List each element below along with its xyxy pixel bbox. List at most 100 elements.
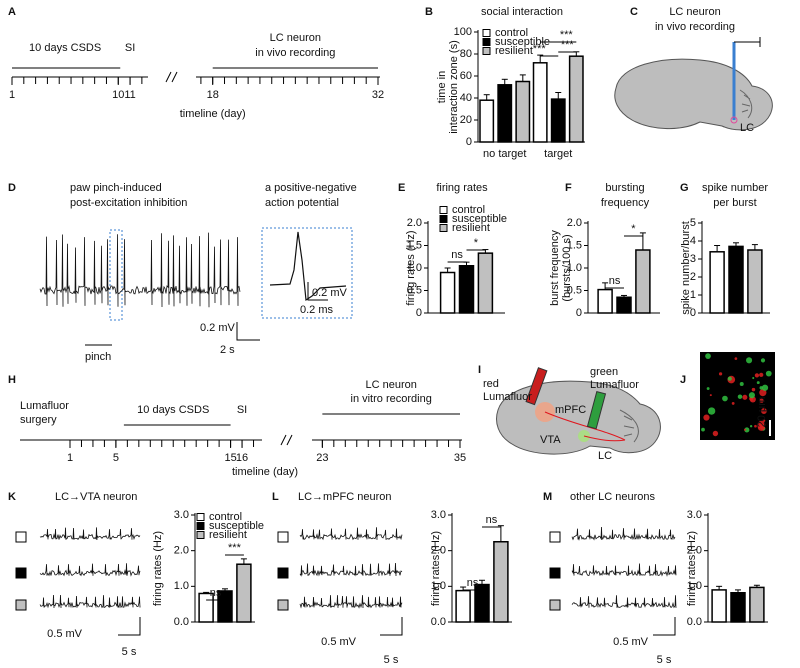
legend-swatch: [196, 531, 205, 539]
significance-label: *: [474, 237, 479, 249]
chart-title: LC→mPFC neuron: [298, 491, 392, 503]
y-tick-label: 0.5: [407, 284, 422, 296]
cell: [739, 382, 744, 387]
bar: [568, 55, 584, 143]
y-tick-label: 60: [460, 70, 472, 82]
phase-label: SI: [125, 42, 135, 54]
legend-swatch: [196, 522, 205, 530]
bar: [550, 98, 566, 143]
panel-letter: J: [680, 374, 686, 386]
y-tick-label: 1.5: [567, 239, 582, 251]
significance-label: ns: [467, 577, 479, 589]
scale-label: 0.2 mV: [200, 322, 236, 334]
panel-letter: M: [543, 491, 552, 503]
region-label: LC: [740, 122, 754, 134]
legend-label: susceptible: [452, 213, 507, 225]
legend-swatch: [482, 29, 491, 37]
cell: [737, 394, 743, 399]
bar: [455, 589, 471, 623]
cell: [765, 370, 772, 377]
cell: [722, 395, 728, 402]
y-tick-label: 3.0: [687, 509, 702, 521]
lc-spot: [730, 116, 738, 124]
cell: [757, 420, 766, 429]
y-tick-label: 0: [690, 307, 696, 319]
scale-bar: [307, 282, 328, 301]
panel-letter: B: [425, 6, 433, 18]
scale-label: 5 s: [384, 654, 399, 666]
cell: [727, 376, 732, 381]
significance-label: ns: [210, 587, 222, 599]
y-tick-label: 0.0: [431, 616, 446, 628]
y-tick-label: 20: [460, 114, 472, 126]
scale-bar: [380, 617, 403, 636]
cell: [749, 425, 753, 428]
scale-label: 0.2 ms: [300, 304, 334, 316]
y-tick-label: 3.0: [174, 509, 189, 521]
cell: [754, 373, 760, 378]
y-tick-label: 80: [460, 48, 472, 60]
cell: [751, 387, 756, 392]
trace: [39, 527, 141, 541]
trace: [299, 595, 403, 609]
group-marker: [15, 531, 27, 543]
scale-label: 0.5 mV: [321, 636, 357, 648]
y-tick-label: 3: [690, 253, 696, 265]
timeline-tick-label: 16: [236, 452, 248, 464]
timeline-tick-label: 1: [9, 89, 15, 101]
scale-label: 0.5 mV: [47, 628, 83, 640]
scale-label: 2 s: [220, 344, 235, 356]
y-tick-label: 2.0: [431, 545, 446, 557]
bar: [198, 592, 214, 623]
axis-title: timeline (day): [180, 108, 246, 120]
bar: [236, 563, 252, 623]
syringe-green: [586, 390, 607, 430]
y-axis-title: interaction zone (s): [448, 40, 460, 134]
bar: [477, 252, 494, 314]
significance-label: ***: [228, 542, 242, 554]
phase-label: LC neuron: [365, 379, 416, 391]
group-marker: [277, 599, 289, 611]
chart-title: LC→VTA neuron: [55, 491, 137, 503]
panel-title: in vivo recording: [655, 21, 735, 33]
chart-title: bursting: [605, 182, 644, 194]
cell: [701, 427, 705, 432]
y-axis-title: time in: [436, 71, 448, 103]
cell: [706, 387, 710, 391]
trace: [571, 526, 676, 541]
trace: [39, 594, 141, 609]
group-marker: [549, 599, 561, 611]
cell: [746, 357, 753, 364]
scale-label: 0.2 mV: [312, 287, 348, 299]
scale-bar: [653, 617, 676, 636]
bar: [616, 296, 632, 314]
cell: [705, 353, 711, 359]
y-tick-label: 0.0: [174, 616, 189, 628]
y-tick-label: 2.0: [407, 217, 422, 229]
y-tick-label: 2.0: [687, 545, 702, 557]
group-marker: [277, 567, 289, 579]
chart-title: frequency: [601, 197, 650, 209]
phase-label: in vivo recording: [255, 47, 335, 59]
surgery-label: surgery: [20, 414, 57, 426]
cell: [760, 408, 767, 415]
panel-title: paw pinch-induced: [70, 182, 162, 194]
cell: [707, 407, 716, 415]
cells: [701, 353, 772, 437]
bar: [497, 84, 513, 143]
significance-label: ***: [533, 43, 547, 55]
scale-label: 5 s: [122, 646, 137, 658]
scale-label: 5 s: [657, 654, 672, 666]
scale-bar: [118, 617, 141, 636]
bar: [439, 271, 456, 314]
group-marker: [15, 599, 27, 611]
y-tick-label: 40: [460, 92, 472, 104]
cell: [712, 430, 719, 437]
panel-letter: G: [680, 182, 689, 194]
y-axis-title: firing rates (Hz): [405, 230, 417, 305]
timeline-tick-label: 5: [113, 452, 119, 464]
legend-label: susceptible: [495, 36, 550, 48]
panel-title: LC neuron: [669, 6, 720, 18]
y-axis-title: firing rates (Hz): [152, 531, 164, 606]
